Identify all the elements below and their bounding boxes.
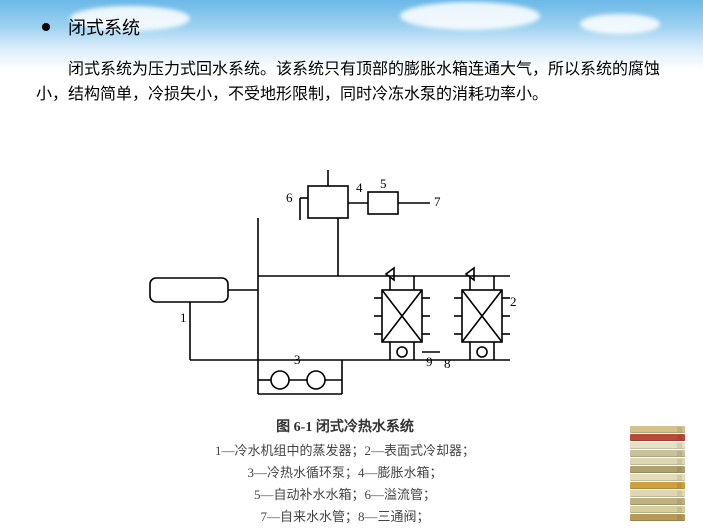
figure-caption: 图 6-1 闭式冷热水系统 — [130, 416, 560, 440]
legend-line: 5—自动补水水箱；6—溢流管； — [130, 484, 560, 506]
label-9: 9 — [426, 354, 433, 369]
figure-legend: 1—冷水机组中的蒸发器；2—表面式冷却器； 3—冷热水循环泵；4—膨胀水箱； 5… — [130, 440, 560, 531]
diagram-container: 1 2 3 4 5 6 7 8 9 — [130, 148, 560, 408]
slide-content: 闭式系统 闭式系统为压力式回水系统。该系统只有顶部的膨胀水箱连通大气，所以系统的… — [36, 14, 679, 112]
closed-system-diagram: 1 2 3 4 5 6 7 8 9 — [130, 148, 560, 408]
book-stack-decoration — [630, 425, 685, 521]
label-6: 6 — [286, 190, 293, 205]
label-4: 4 — [356, 180, 363, 195]
legend-line: 7—自来水水管；8—三通阀； — [130, 506, 560, 528]
label-3: 3 — [294, 352, 301, 367]
label-1: 1 — [180, 310, 187, 325]
bullet-icon — [42, 23, 50, 31]
label-5: 5 — [380, 176, 387, 191]
figure-block: 1 2 3 4 5 6 7 8 9 图 6-1 闭式冷热水系统 1—冷水机组中的… — [130, 148, 560, 531]
body-paragraph: 闭式系统为压力式回水系统。该系统只有顶部的膨胀水箱连通大气，所以系统的腐蚀小，结… — [36, 58, 679, 108]
heading-text: 闭式系统 — [68, 14, 140, 40]
legend-line: 3—冷热水循环泵；4—膨胀水箱； — [130, 462, 560, 484]
label-2: 2 — [510, 294, 517, 309]
label-8: 8 — [444, 356, 451, 371]
heading-bullet-line: 闭式系统 — [36, 14, 679, 40]
label-7: 7 — [434, 194, 441, 209]
legend-line: 1—冷水机组中的蒸发器；2—表面式冷却器； — [130, 440, 560, 462]
